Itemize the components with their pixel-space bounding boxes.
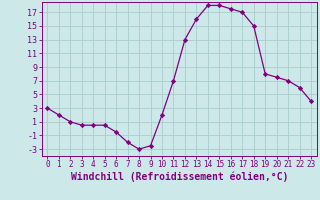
X-axis label: Windchill (Refroidissement éolien,°C): Windchill (Refroidissement éolien,°C) (70, 172, 288, 182)
